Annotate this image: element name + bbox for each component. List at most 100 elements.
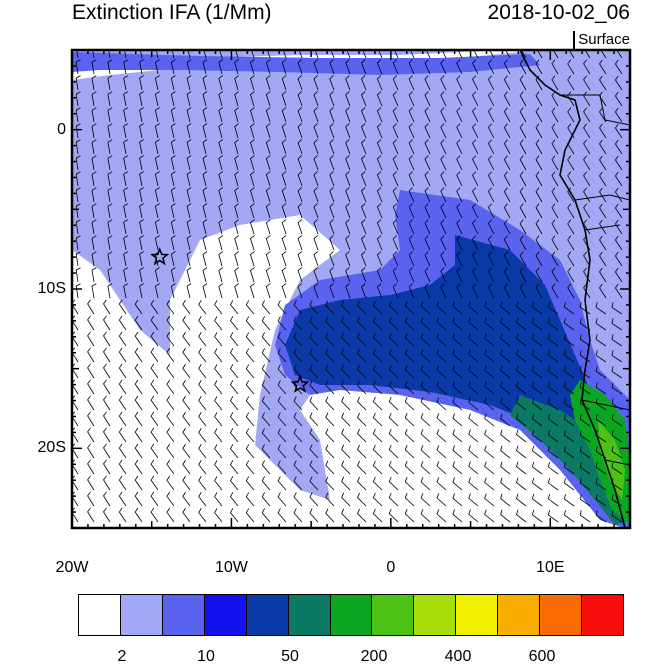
wind-barb [357,492,367,507]
wind-barb [277,460,287,475]
wind-barb [500,333,511,347]
wind-barb [75,219,81,235]
wind-barb [134,443,143,459]
wind-barb [139,123,145,139]
colorbar-box [204,595,247,635]
wind-barb [595,366,607,379]
wind-barb [531,477,543,491]
wind-barb [118,363,127,379]
wind-barb [519,75,527,91]
wind-barb [408,267,415,283]
wind-barb [404,349,415,363]
wind-barb [170,283,176,299]
wind-barb [75,203,81,219]
wind-barb [472,139,479,155]
wind-barb [230,364,239,379]
wind-barb [261,300,271,315]
wind-barb [551,187,559,203]
wind-barb [595,478,607,491]
wind-barb [424,107,431,123]
wind-barb [218,171,224,187]
colorbar-label: 10 [197,648,215,665]
wind-barb [123,155,129,171]
wind-barb [616,50,623,59]
wind-barb [107,91,113,107]
wind-barb [503,219,511,235]
wind-barb [599,187,607,203]
colorbar-box [79,595,121,635]
wind-barb [583,91,591,107]
wind-barb [583,235,591,251]
wind-barb [139,139,145,155]
wind-barb [388,380,399,395]
wind-barb [166,331,175,347]
wind-barb [424,75,431,91]
wind-barb [297,123,303,139]
wind-barb [376,91,383,107]
wind-barb [420,333,431,347]
wind-barb [551,139,559,155]
wind-barb [329,251,335,267]
wind-barb [250,139,255,155]
star-marker [290,374,310,393]
wind-barb [595,382,607,395]
wind-barb [325,332,335,347]
wind-barb [261,508,271,523]
wind-barb [361,187,367,203]
wind-barb [281,91,287,107]
wind-barb [408,59,415,75]
wind-barb [583,59,591,75]
star-markers [150,246,310,393]
wind-barb [424,235,431,251]
wind-barb [341,428,351,443]
wind-barb [139,251,145,267]
wind-barb [186,251,192,267]
wind-barb [376,283,383,299]
wind-barb [484,429,495,443]
wind-barb [531,413,543,427]
wind-barb [436,461,447,475]
wind-barb [186,267,192,283]
wind-barb [599,283,607,299]
wind-barb [341,316,351,331]
wind-barb [404,509,415,523]
wind-barb [372,476,383,491]
wind-barb [170,187,176,203]
wind-barb [325,412,335,427]
wind-barb [408,107,415,123]
wind-barb [107,171,113,187]
wind-barb [547,493,559,507]
x-tick-label: 10E [536,559,565,576]
wind-barb [388,444,399,459]
wind-barb [357,508,367,523]
wind-barb [372,412,383,427]
wind-barb [579,446,591,459]
wind-barb [361,283,367,299]
wind-barb [218,139,224,155]
wind-barb [441,50,447,59]
wind-barb [440,219,447,235]
wind-barb [531,397,543,411]
wind-barb [103,315,111,331]
wind-barb [186,75,192,91]
wind-barb [372,492,383,507]
wind-barb [281,283,287,299]
wind-barb [234,123,239,139]
wind-barb [261,428,271,443]
wind-barb [214,348,223,363]
wind-barb [583,171,591,187]
wind-barb [519,283,527,299]
wind-barb [345,203,351,219]
wind-barb [547,333,559,347]
wind-barb [154,123,160,139]
wind-barb [487,91,495,107]
wind-barb [230,332,239,347]
wind-barb [361,219,367,235]
wind-barb [124,50,127,59]
wind-barb [378,50,383,59]
wind-barb [154,267,160,283]
wind-barb [519,251,527,267]
wind-barb [123,267,129,283]
wind-barb [392,187,399,203]
wind-barb [345,251,351,267]
